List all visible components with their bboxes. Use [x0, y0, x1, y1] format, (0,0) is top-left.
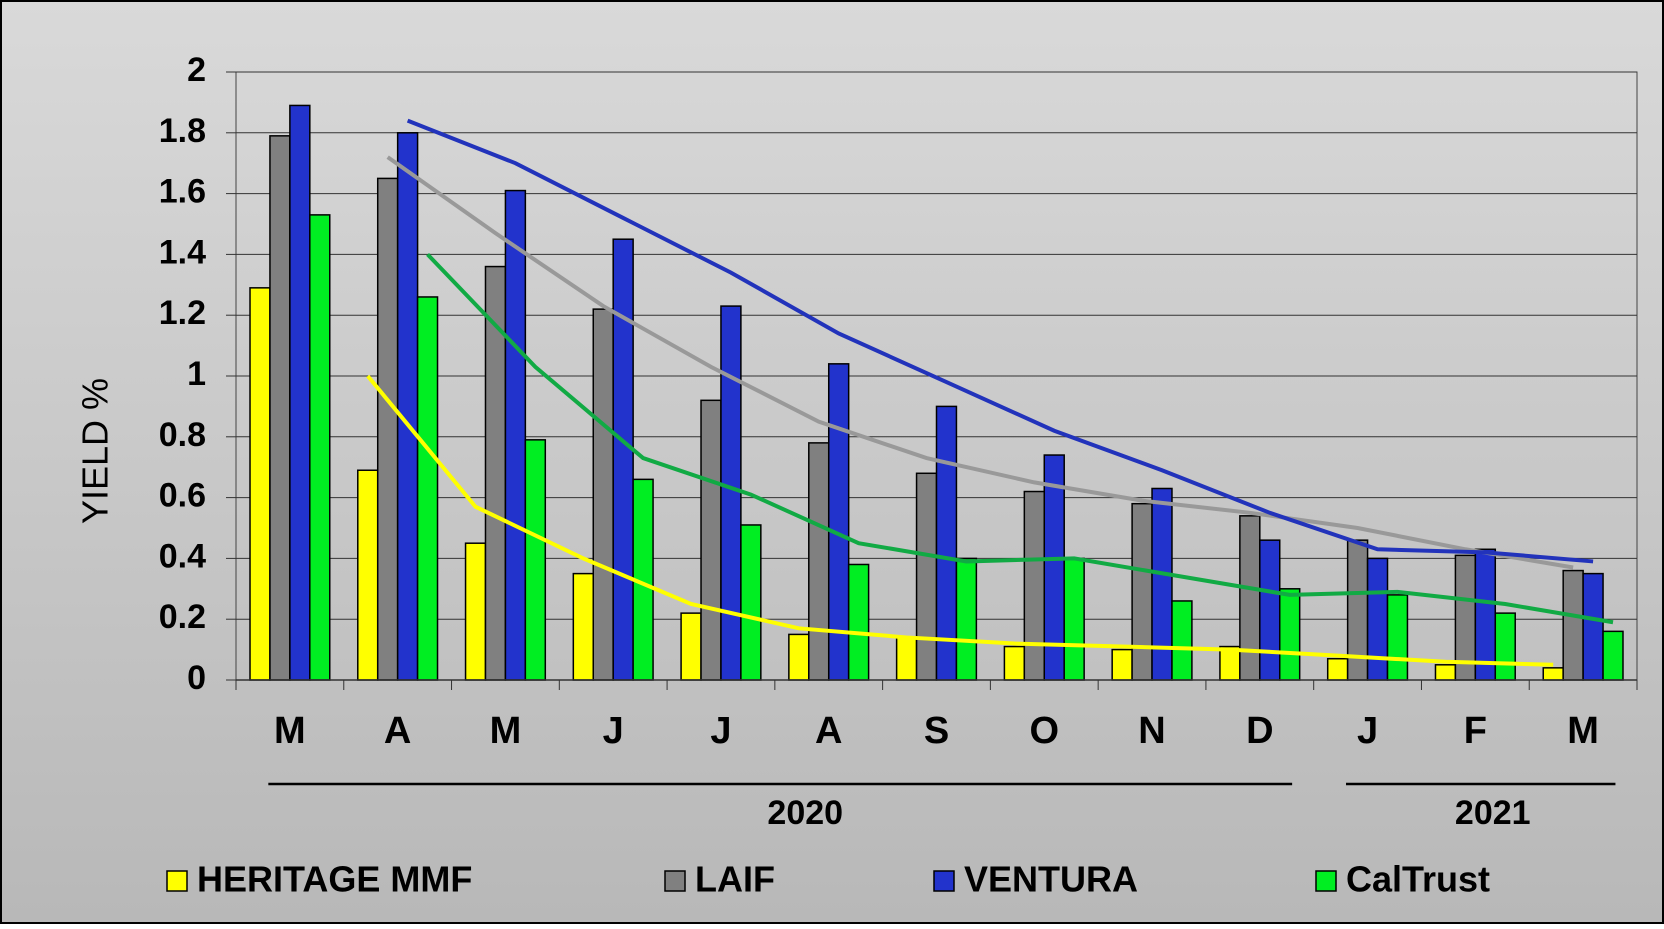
y-tick-label: 0	[187, 659, 206, 697]
bar	[1239, 515, 1261, 681]
bar	[1171, 600, 1193, 681]
bar	[1494, 612, 1516, 681]
x-tick-label: N	[1138, 710, 1165, 752]
bar	[788, 633, 810, 681]
bar	[416, 296, 439, 681]
bar	[1278, 588, 1301, 681]
trend-line	[406, 118, 1594, 564]
bar	[895, 636, 918, 681]
bar	[1131, 502, 1153, 681]
bar	[269, 135, 291, 681]
legend-label: VENTURA	[964, 859, 1138, 900]
x-tick-label: O	[1029, 710, 1059, 752]
y-tick-label: 0.2	[159, 598, 206, 636]
bar	[1259, 539, 1281, 681]
bar	[572, 572, 595, 681]
bar	[740, 524, 762, 681]
y-tick-label: 1.2	[159, 294, 206, 332]
x-tick-label: D	[1246, 710, 1273, 752]
bar	[680, 612, 702, 681]
bar	[249, 287, 271, 681]
bar	[1023, 490, 1046, 681]
x-tick-label: M	[490, 710, 522, 752]
trend-line	[426, 253, 1614, 625]
bar	[955, 557, 978, 681]
legend-swatch	[166, 870, 188, 892]
x-tick-label: A	[384, 710, 411, 752]
bar	[700, 399, 722, 681]
y-tick-label: 1.6	[159, 173, 206, 211]
x-tick-label: A	[815, 710, 842, 752]
bar	[1111, 648, 1133, 681]
y-tick-label: 0.8	[159, 416, 206, 454]
legend-label: HERITAGE MMF	[197, 859, 472, 900]
trend-line	[366, 374, 1554, 667]
bar	[1063, 557, 1085, 681]
bar	[1326, 657, 1349, 681]
x-tick-label: J	[603, 710, 624, 752]
bar	[915, 472, 938, 681]
bar	[289, 104, 311, 681]
bar	[484, 265, 507, 681]
x-tick-label: J	[1357, 710, 1378, 752]
year-label: 2021	[1455, 794, 1531, 832]
bar	[357, 469, 379, 681]
bar	[1542, 667, 1564, 681]
y-tick-label: 1	[187, 355, 206, 393]
y-tick-label: 1.8	[159, 112, 206, 150]
legend-swatch	[1315, 870, 1337, 892]
y-tick-label: 0.4	[159, 537, 206, 575]
bar	[1602, 630, 1624, 681]
bar	[1582, 572, 1604, 681]
bar	[1366, 557, 1389, 681]
bar	[808, 442, 830, 681]
bar	[1151, 487, 1173, 681]
bar	[504, 189, 527, 681]
legend-swatch	[664, 870, 686, 892]
bar	[1474, 548, 1497, 681]
x-tick-label: M	[274, 710, 306, 752]
bar	[847, 563, 870, 681]
legend-swatch	[933, 870, 955, 892]
x-tick-label: J	[710, 710, 731, 752]
bar	[309, 214, 331, 681]
bar	[1434, 664, 1457, 681]
y-tick-label: 2	[187, 51, 206, 89]
y-axis-title: YIELD %	[75, 378, 116, 524]
year-label: 2020	[767, 794, 843, 832]
bar	[464, 542, 487, 681]
x-tick-label: S	[924, 710, 949, 752]
y-tick-label: 0.6	[159, 477, 206, 515]
legend-label: CalTrust	[1346, 859, 1490, 900]
y-tick-label: 1.4	[159, 233, 206, 271]
legend-label: LAIF	[695, 859, 775, 900]
bar	[592, 308, 614, 681]
bar	[1003, 645, 1026, 681]
bar	[524, 439, 547, 681]
bar	[396, 132, 419, 681]
bar	[720, 305, 742, 681]
bar	[376, 177, 399, 681]
bar	[1562, 569, 1584, 681]
x-tick-label: M	[1567, 710, 1599, 752]
trend-line	[386, 155, 1574, 570]
bar	[1386, 594, 1409, 681]
x-tick-label: F	[1464, 710, 1487, 752]
bar	[612, 238, 634, 681]
